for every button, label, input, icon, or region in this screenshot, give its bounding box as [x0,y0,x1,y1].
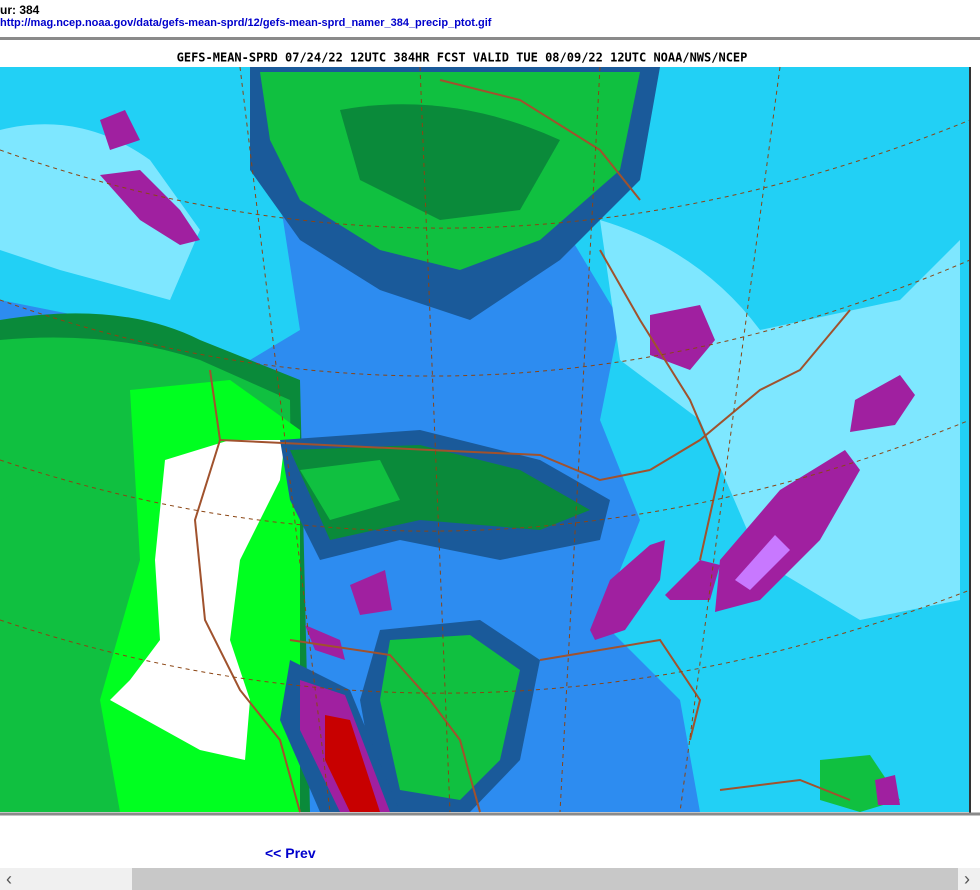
map-field [0,67,970,812]
map-title: GEFS-MEAN-SPRD 07/24/22 12UTC 384HR FCST… [177,51,748,65]
prev-link[interactable]: << Prev [265,845,316,861]
hour-label: ur: 384 [0,3,40,17]
image-link[interactable]: http://mag.ncep.noaa.gov/data/gefs-mean-… [0,17,492,29]
graticule [0,66,971,813]
precip-map: GEFS-MEAN-SPRD 07/24/22 12UTC 384HR FCST… [0,40,980,816]
scroll-right[interactable]: › [964,869,970,889]
scrollbar-thumb[interactable] [132,868,958,890]
divider [0,37,980,40]
scroll-left[interactable]: ‹ [6,869,12,889]
